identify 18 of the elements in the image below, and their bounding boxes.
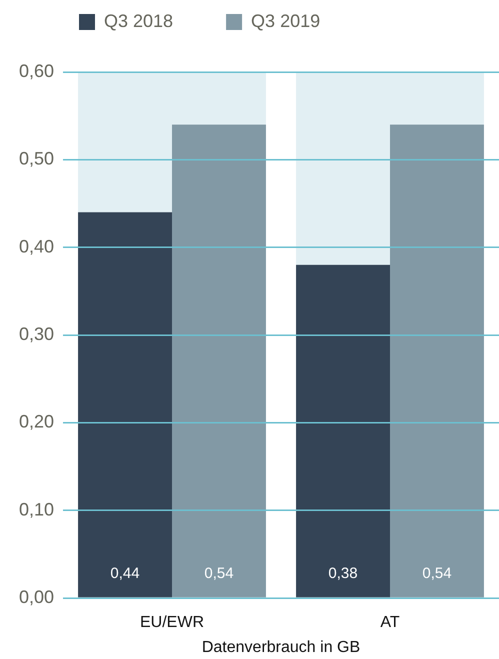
y-tick-label: 0,10	[18, 499, 54, 520]
y-tick-label: 0,30	[18, 324, 54, 344]
data-label: 0,54	[204, 565, 234, 582]
data-label: 0,44	[110, 565, 140, 582]
legend-label: Q3 2019	[251, 10, 320, 31]
y-tick-label: 0,50	[18, 148, 54, 169]
data-label: 0,38	[328, 565, 358, 582]
y-tick-label: 0,60	[18, 60, 54, 81]
bar	[78, 212, 172, 598]
bar	[296, 264, 390, 598]
x-tick-label: EU/EWR	[140, 614, 204, 632]
data-label: 0,54	[422, 565, 452, 582]
y-tick-label: 0,20	[18, 412, 54, 432]
legend-label: Q3 2018	[104, 10, 174, 31]
y-tick-label: 0,40	[18, 236, 54, 256]
x-tick-label: AT	[380, 614, 400, 632]
x-axis-title: Datenverbrauch in GB	[202, 638, 360, 656]
y-tick-label: 0,00	[18, 586, 54, 607]
